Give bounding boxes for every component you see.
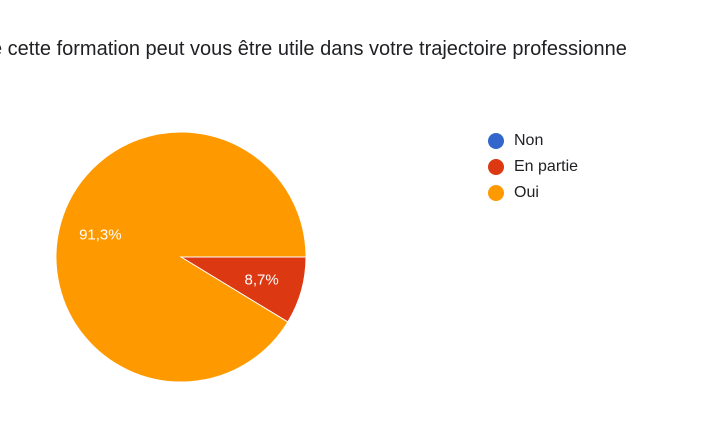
- chart-title: e cette formation peut vous être utile d…: [0, 38, 627, 60]
- legend-label-oui: Oui: [514, 184, 539, 201]
- legend-swatch-non: [488, 133, 504, 149]
- pie-slice-oui: [55, 131, 307, 383]
- legend-item-non: Non: [488, 128, 578, 154]
- legend-swatch-oui: [488, 185, 504, 201]
- slice-label-oui: 91,3%: [79, 226, 122, 243]
- legend-item-oui: Oui: [488, 180, 578, 206]
- legend-label-non: Non: [514, 132, 544, 149]
- slice-label-en-partie: 8,7%: [245, 272, 279, 289]
- legend-swatch-en-partie: [488, 159, 504, 175]
- legend-label-en-partie: En partie: [514, 158, 579, 175]
- legend-item-en-partie: En partie: [488, 154, 578, 180]
- legend: Non En partie Oui: [488, 128, 578, 206]
